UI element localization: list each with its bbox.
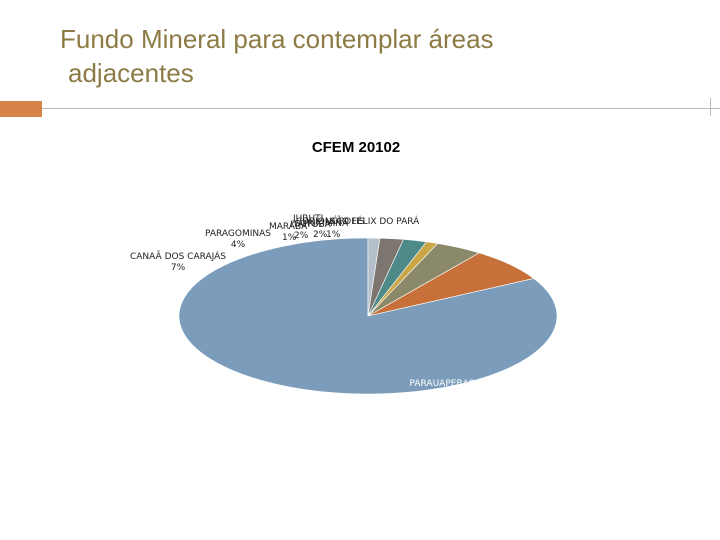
pie-value-maraba: 1% [282,233,297,243]
slide-title: Fundo Mineral para contemplar áreas adja… [60,22,620,90]
pie-slice-juruti [367,237,381,317]
pie-value-itaituba: 2% [294,231,309,241]
pie-value-paragominas: 4% [231,240,246,250]
pie-label-sao-felix: SÃO FÉLIX DO PARÁ [330,215,420,227]
pie-label-juruti: JURUTI [292,214,323,224]
title-divider-tick [710,98,711,116]
pie-label-oriximina: ORIXIMINÁ [300,217,349,229]
chart-title: CFEM 20102 [312,139,400,156]
pie-value-oriximina: 2% [313,230,328,240]
pie-label-maraba: MARABÁ [269,220,308,232]
pie-label-canaa: CANAÃ DOS CARAJÁS [130,250,226,262]
pie-value-juruti: 1% [326,230,341,240]
slide-title-line2: adjacentes [68,58,194,88]
title-divider [42,108,720,109]
pie-value-canaa: 7% [171,263,186,273]
pie-label-itaituba: ITAITUBA [290,220,332,230]
slide-title-line1: Fundo Mineral para contemplar áreas [60,24,494,54]
pie-value-parauapebas: 83% [432,391,452,401]
pie-label-paragominas: PARAGOMINAS [205,229,271,239]
pie-label-parauapebas: PARAUAPEBAS [410,379,475,389]
pie-label-curionopolis: CURIONÓPOLIS [296,215,365,227]
accent-bar [0,101,42,117]
pie-slices [178,237,558,395]
